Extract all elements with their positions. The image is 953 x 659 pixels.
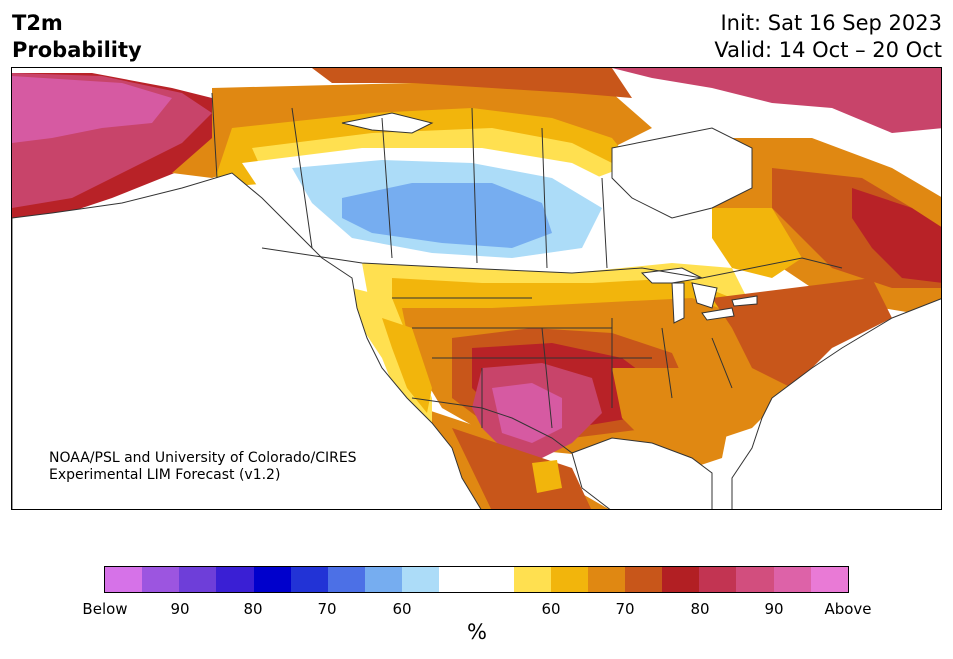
- gulf-of-mexico: [571, 437, 713, 509]
- colorbar-segment: [402, 567, 440, 592]
- lake-superior: [640, 267, 704, 284]
- southeast-orange: [612, 368, 732, 468]
- colorbar-segment: [105, 567, 143, 592]
- colorbar-segment: [699, 567, 737, 592]
- title-line-variable: T2m: [12, 11, 63, 35]
- colorbar-segment: [327, 567, 365, 592]
- colorbar-label-below-70: 70: [317, 600, 337, 618]
- lake-ontario: [731, 295, 758, 307]
- credit-line-2: Experimental LIM Forecast (v1.2): [49, 467, 281, 483]
- lake-erie: [701, 307, 735, 321]
- valid-range: Valid: 14 Oct – 20 Oct: [714, 38, 942, 62]
- province-borders: [291, 107, 608, 269]
- probability-map: [12, 68, 941, 509]
- colorbar-label-above-80: 80: [690, 600, 710, 618]
- atlantic-ocean: [731, 298, 941, 509]
- labrador-darkred: [852, 188, 941, 283]
- map-panel: [11, 67, 942, 510]
- lake-huron: [691, 282, 718, 309]
- mexico-gold-spot: [532, 460, 562, 493]
- texas-pink: [492, 383, 562, 443]
- forecast-dates: Init: Sat 16 Sep 2023 Valid: 14 Oct – 20…: [714, 10, 942, 64]
- colorbar-label-below: Below: [82, 600, 128, 618]
- init-date: Init: Sat 16 Sep 2023: [720, 11, 942, 35]
- colorbar-label-above-90: 90: [764, 600, 784, 618]
- prairie-blue: [342, 183, 552, 248]
- colorbar-segment: [364, 567, 403, 592]
- colorbar-segment: [662, 567, 700, 592]
- probability-colorbar: [104, 566, 849, 593]
- arctic-islands-darkred: [312, 68, 632, 98]
- colorbar-segment: [253, 567, 291, 592]
- mexico-orange: [422, 408, 609, 509]
- colorbar-segment: [216, 567, 254, 592]
- alaska-pink-core: [12, 76, 172, 143]
- quebec-gold: [712, 208, 802, 278]
- colorbar-label-above: Above: [824, 600, 872, 618]
- colorbar-segment: [439, 567, 477, 592]
- colorbar-segment: [290, 567, 328, 592]
- alaska-border: [211, 92, 218, 179]
- lake-michigan: [671, 282, 685, 324]
- arctic-channel: [341, 112, 434, 134]
- colorbar-segment: [624, 567, 663, 592]
- state-lines: [392, 297, 733, 429]
- arctic-islands-magenta: [612, 68, 941, 133]
- colorbar-segment: [142, 567, 180, 592]
- colorbar-segment: [810, 567, 848, 592]
- colorbar-unit: %: [467, 620, 487, 644]
- us-east-redorange: [712, 278, 892, 388]
- colorbar-label-below-80: 80: [243, 600, 263, 618]
- credit-line-1: NOAA/PSL and University of Colorado/CIRE…: [49, 450, 357, 466]
- title-line-type: Probability: [12, 38, 142, 62]
- colorbar-label-below-60: 60: [392, 600, 412, 618]
- colorbar-segment: [736, 567, 774, 592]
- colorbar-label-above-60: 60: [541, 600, 561, 618]
- colorbar-segment: [550, 567, 588, 592]
- colorbar-segment: [179, 567, 217, 592]
- us-canada-border: [261, 247, 843, 279]
- pacific-ocean: [12, 172, 482, 509]
- colorbar-label-below-90: 90: [170, 600, 190, 618]
- credit-text: NOAA/PSL and University of Colorado/CIRE…: [49, 450, 357, 484]
- west-coast-gold: [382, 318, 432, 413]
- colorbar-label-above-70: 70: [615, 600, 635, 618]
- map-title: T2m Probability: [12, 10, 142, 64]
- colorbar-segment: [513, 567, 551, 592]
- hudson-bay: [611, 127, 753, 219]
- colorbar-segment: [587, 567, 625, 592]
- mexico-border: [411, 397, 573, 454]
- colorbar-segment: [476, 567, 514, 592]
- colorbar-segment: [773, 567, 811, 592]
